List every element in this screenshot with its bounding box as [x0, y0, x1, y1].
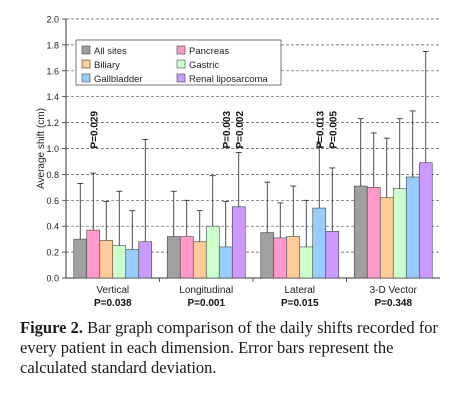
p-value-annotation: P=0.003: [222, 111, 233, 149]
bar: [312, 207, 327, 279]
x-category-label: Vertical: [96, 285, 129, 296]
y-tick-label: 0.6: [46, 196, 59, 206]
category-p-value: P=0.038: [94, 298, 132, 309]
legend-label: Biliary: [94, 60, 120, 71]
bar: [325, 231, 340, 279]
bar: [231, 206, 246, 279]
legend-label: Gastric: [189, 60, 219, 71]
y-tick-label: 1.6: [46, 66, 59, 76]
y-tick-label: 0.0: [46, 274, 59, 284]
category-p-value: P=0.015: [281, 298, 319, 309]
legend-swatch: [176, 59, 186, 69]
legend-label: Renal liposarcoma: [189, 74, 268, 85]
bar: [192, 241, 207, 279]
bar: [138, 241, 153, 279]
legend-label: Gallbladder: [94, 74, 143, 85]
bar: [166, 236, 181, 279]
y-tick-label: 1.4: [46, 92, 59, 102]
x-category-label: 3-D Vector: [370, 285, 418, 296]
y-tick-label: 2.0: [46, 15, 59, 25]
bar: [392, 188, 407, 279]
y-tick-label: 1.8: [46, 40, 59, 50]
bar: [99, 240, 114, 279]
x-category-label: Lateral: [284, 285, 315, 296]
bar-chart: 0.0 0.2 0.4 0.6 0.8 1.0 1.2 1.4 1.6 1.8 2.0 Average…: [36, 15, 440, 309]
bar: [73, 238, 88, 279]
bar: [418, 162, 433, 279]
bar: [86, 229, 101, 279]
y-tick-label: 0.4: [46, 222, 59, 232]
bar: [366, 187, 381, 279]
category-p-value: P=0.001: [187, 298, 225, 309]
x-category-label: Longitudinal: [179, 285, 233, 296]
y-tick-label: 1.0: [46, 144, 59, 154]
legend-swatch: [81, 59, 91, 69]
caption-text: Bar graph comparison of the daily shifts…: [20, 318, 439, 377]
legend-label: All sites: [94, 46, 127, 57]
category-p-value: P=0.348: [374, 298, 412, 309]
bar: [299, 246, 314, 279]
bar: [205, 225, 220, 279]
legend-label: Pancreas: [189, 46, 229, 57]
bar: [179, 236, 194, 279]
p-value-annotation: P=0.002: [235, 111, 246, 149]
p-value-annotation: P=0.005: [328, 111, 339, 149]
legend-swatch: [176, 45, 186, 55]
bar: [125, 249, 140, 279]
bar: [353, 185, 368, 279]
legend-swatch: [81, 73, 91, 83]
bar: [218, 246, 233, 279]
p-value-annotation: P=0.013: [315, 111, 326, 149]
p-value-annotation: P=0.029: [89, 111, 100, 149]
bar: [405, 176, 420, 279]
y-axis-label: Average shift (cm): [36, 108, 47, 189]
legend-swatch: [81, 45, 91, 55]
figure-caption: Figure 2. Bar graph comparison of the da…: [20, 318, 450, 378]
figure-label: Figure 2.: [20, 318, 83, 337]
bar: [379, 197, 394, 279]
bar: [273, 237, 288, 279]
legend-swatch: [176, 73, 186, 83]
y-tick-label: 0.8: [46, 170, 59, 180]
bar: [286, 236, 301, 279]
bar: [112, 245, 127, 279]
y-tick-label: 0.2: [46, 248, 59, 258]
y-tick-label: 1.2: [46, 118, 59, 128]
bar: [260, 232, 275, 279]
